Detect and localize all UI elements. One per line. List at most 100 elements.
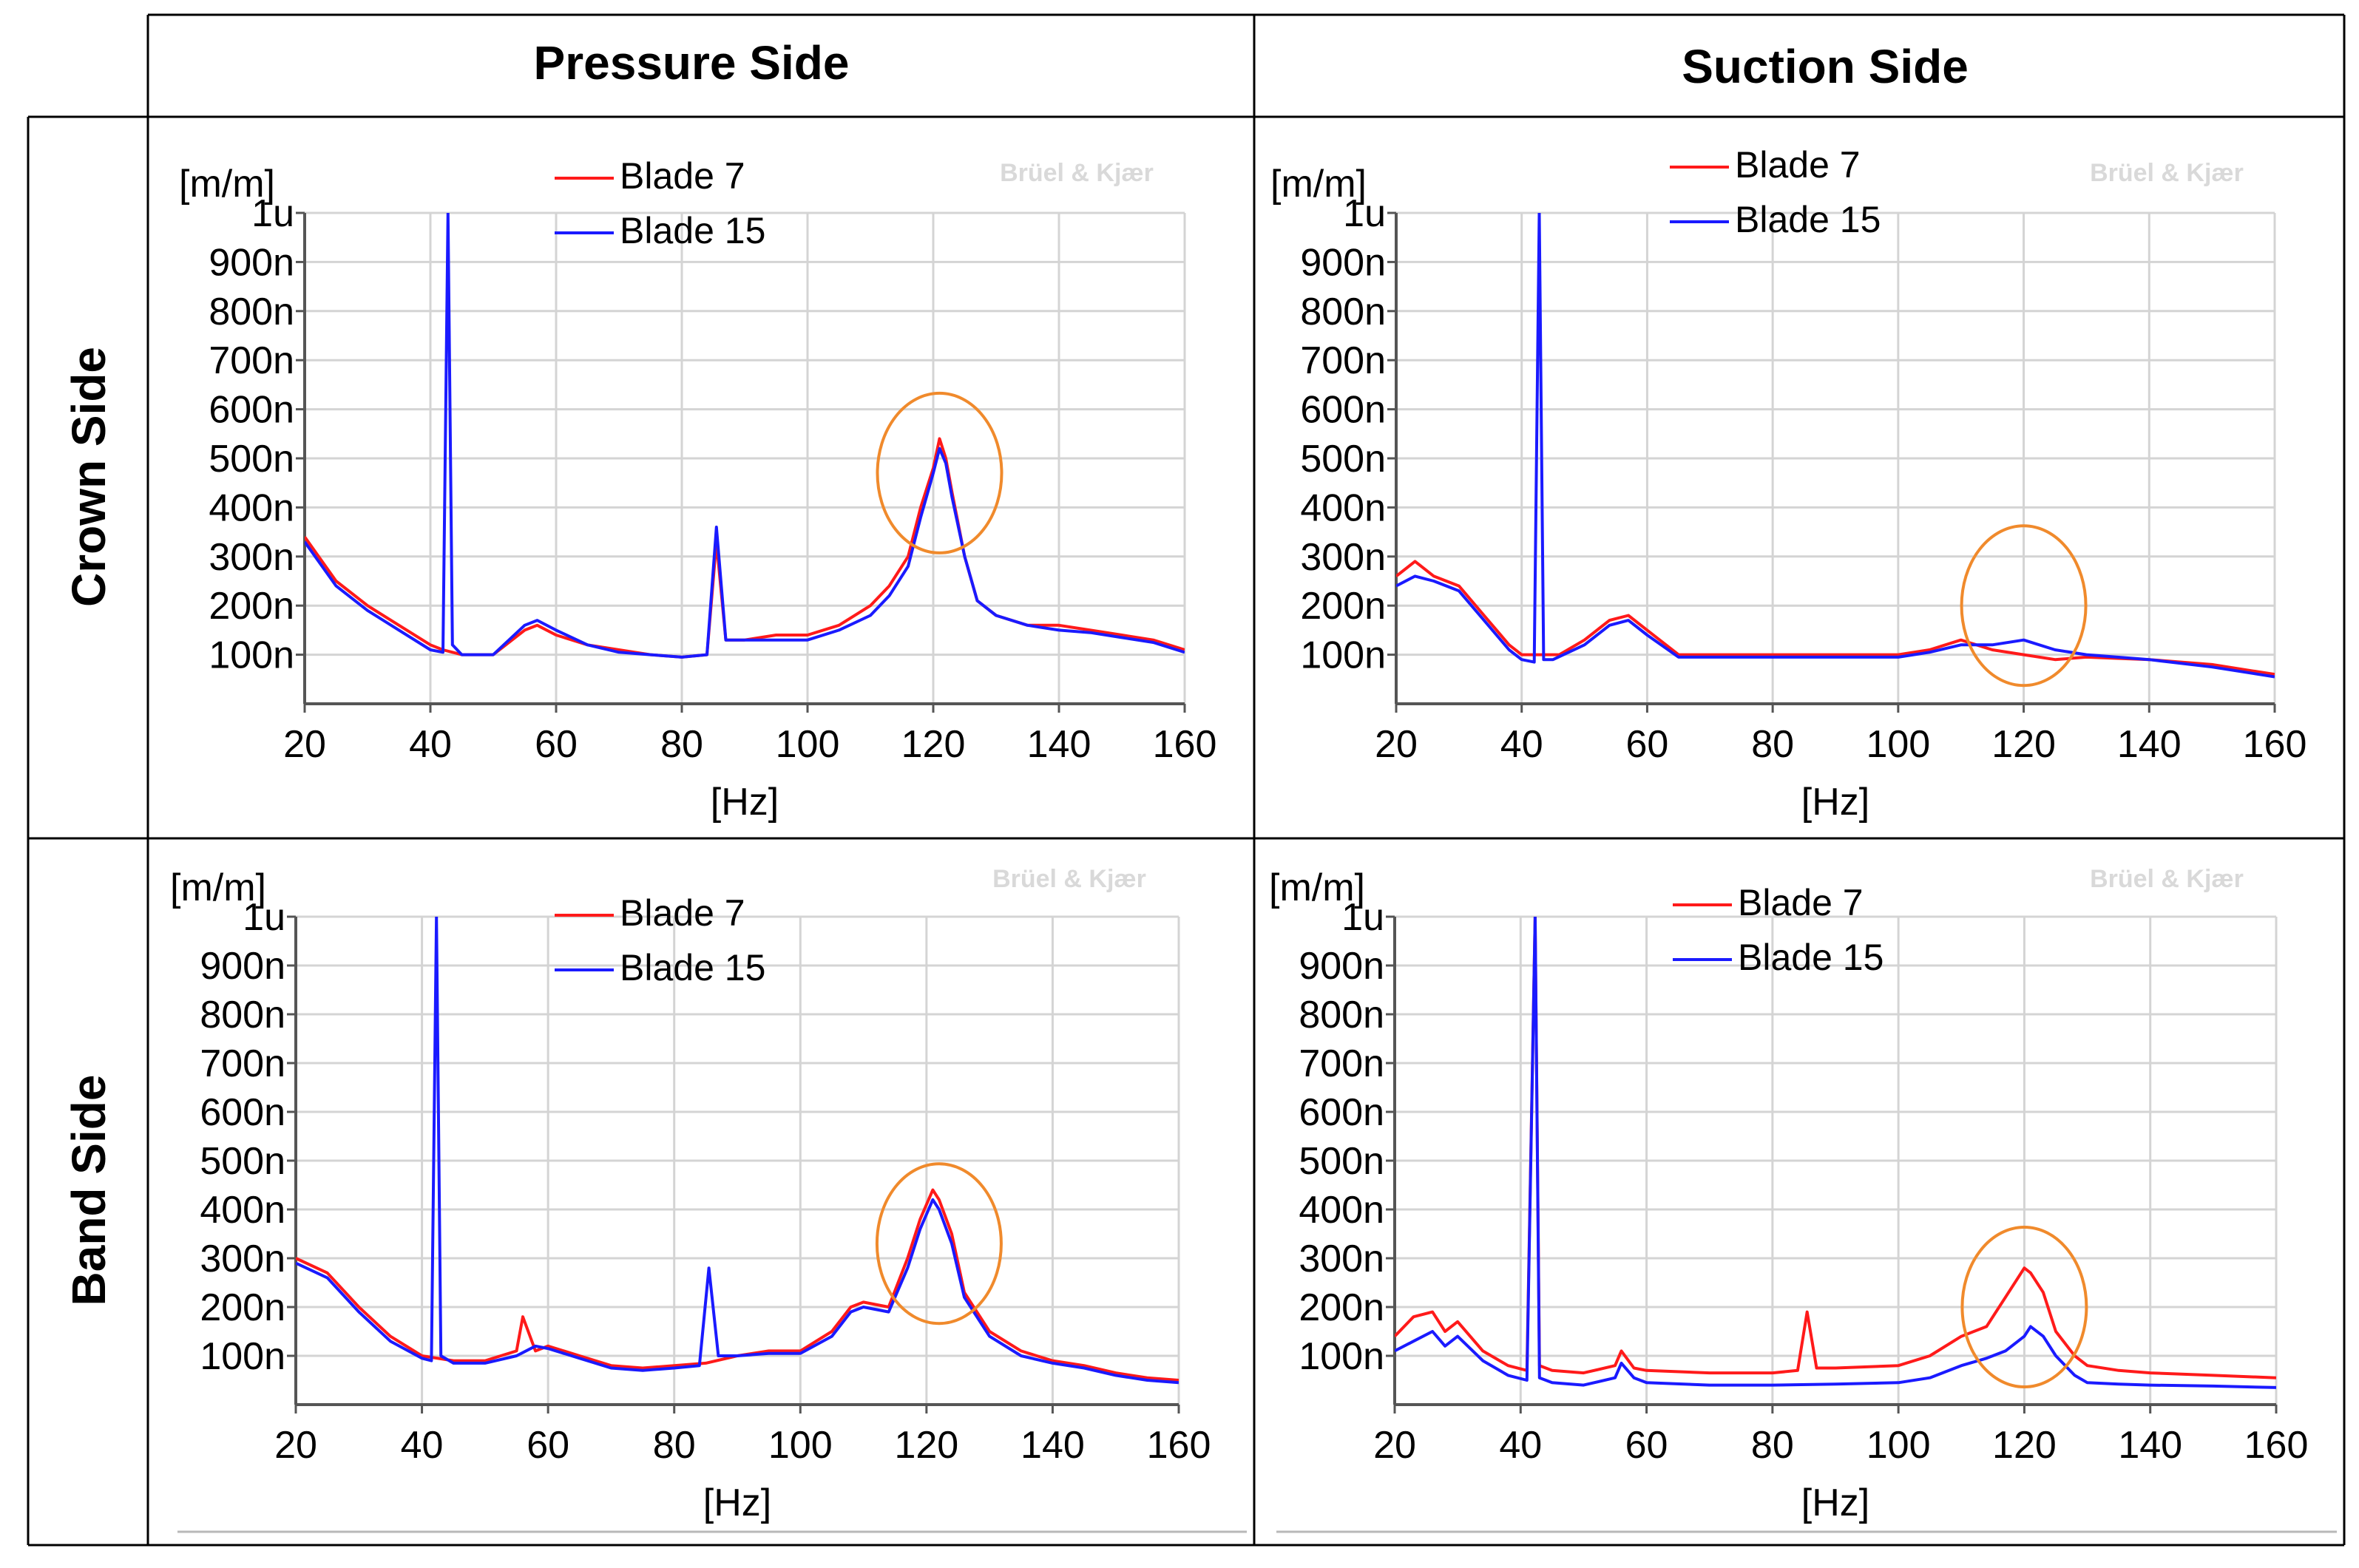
x-tick-label: 100 <box>768 1424 833 1467</box>
y-tick-label: 200n <box>200 1286 285 1329</box>
x-tick-label: 160 <box>2244 1424 2309 1467</box>
x-tick-label: 120 <box>1991 723 2056 766</box>
x-tick-label: 20 <box>1375 723 1418 766</box>
y-axis-label: [m/m] <box>179 163 275 206</box>
series-line-blade-15 <box>1395 917 2276 1389</box>
x-axis-label: [Hz] <box>711 781 779 824</box>
x-tick-label: 80 <box>660 723 703 766</box>
y-tick-label: 400n <box>1299 1189 1384 1232</box>
y-tick-label: 500n <box>1299 1140 1384 1183</box>
watermark-brand: Brüel & Kjær <box>2090 159 2244 187</box>
y-tick-label: 200n <box>209 585 294 628</box>
legend-label: Blade 7 <box>620 155 745 197</box>
y-tick-label: 600n <box>1300 389 1386 432</box>
x-tick-label: 80 <box>1751 1424 1794 1467</box>
chart-band-pressure: Brüel & Kjær 20 40 60 80 100 120 140 160 100n 200n… <box>170 865 1211 1524</box>
x-tick-label: 120 <box>894 1424 958 1467</box>
watermark-brand: Brüel & Kjær <box>1000 159 1154 187</box>
legend-label: Blade 15 <box>1738 937 1884 978</box>
y-tick-label: 900n <box>200 945 285 988</box>
y-tick-label: 700n <box>1299 1042 1384 1085</box>
x-tick-label: 20 <box>1373 1424 1416 1467</box>
legend-label: Blade 7 <box>1738 882 1864 923</box>
y-tick-label: 600n <box>200 1091 285 1134</box>
y-tick-label: 200n <box>1300 585 1386 628</box>
y-axis-label: [m/m] <box>1269 866 1365 909</box>
y-tick-label: 900n <box>1299 945 1384 988</box>
y-tick-label: 300n <box>200 1238 285 1280</box>
table-grid <box>27 13 2346 1547</box>
series-line-blade-15 <box>296 917 1179 1385</box>
x-tick-label: 80 <box>1751 723 1794 766</box>
y-tick-label: 600n <box>209 389 294 432</box>
y-tick-label: 300n <box>1300 536 1386 579</box>
x-tick-label: 160 <box>2243 723 2307 766</box>
y-tick-label: 100n <box>1300 634 1386 677</box>
row-header-band-side: Band Side <box>62 1075 115 1306</box>
series-line-blade-7 <box>1396 560 2275 676</box>
x-tick-label: 140 <box>2117 723 2182 766</box>
y-tick-label: 1u <box>243 896 285 939</box>
y-tick-label: 800n <box>1300 291 1386 333</box>
series-line-blade-7 <box>296 1188 1179 1382</box>
x-tick-label: 100 <box>776 723 840 766</box>
x-tick-label: 100 <box>1866 1424 1931 1467</box>
y-tick-label: 700n <box>209 339 294 382</box>
legend-label: Blade 7 <box>620 892 745 934</box>
x-tick-label: 160 <box>1153 723 1217 766</box>
chart-crown-pressure: Brüel & Kjær 20 40 60 80 100 120 140 160 100n 200n… <box>179 155 1216 824</box>
row-header-crown-side: Crown Side <box>62 347 115 607</box>
legend-label: Blade 7 <box>1735 144 1861 186</box>
y-tick-label: 500n <box>1300 438 1386 481</box>
series-line-blade-7 <box>1395 917 2276 1379</box>
y-tick-label: 1u <box>1341 896 1384 939</box>
x-tick-label: 40 <box>401 1424 444 1467</box>
y-tick-label: 800n <box>200 994 285 1036</box>
y-tick-label: 800n <box>209 291 294 333</box>
legend-label: Blade 15 <box>620 947 765 988</box>
highlight-ellipse <box>876 391 1003 554</box>
y-tick-label: 200n <box>1299 1286 1384 1329</box>
y-tick-label: 400n <box>1300 486 1386 529</box>
legend-label: Blade 15 <box>1735 199 1881 240</box>
series-line-blade-15 <box>305 213 1185 659</box>
y-axis-label: [m/m] <box>1270 163 1367 206</box>
series-line-blade-7 <box>305 437 1185 659</box>
y-tick-label: 400n <box>209 486 294 529</box>
chart-band-suction: Brüel & Kjær 20 40 60 80 100 120 140 160 100n 200n… <box>1269 865 2308 1524</box>
x-axis-label: [Hz] <box>703 1482 771 1524</box>
x-tick-label: 20 <box>283 723 326 766</box>
x-tick-label: 60 <box>527 1424 569 1467</box>
x-tick-label: 20 <box>274 1424 317 1467</box>
y-tick-label: 900n <box>1300 241 1386 284</box>
watermark-brand: Brüel & Kjær <box>2090 865 2244 893</box>
x-tick-label: 40 <box>1500 723 1543 766</box>
y-tick-label: 600n <box>1299 1091 1384 1134</box>
y-axis-label: [m/m] <box>170 866 266 909</box>
y-tick-label: 700n <box>1300 339 1386 382</box>
y-tick-label: 500n <box>209 438 294 481</box>
y-tick-label: 100n <box>200 1335 285 1378</box>
x-tick-label: 140 <box>1027 723 1091 766</box>
y-tick-label: 500n <box>200 1140 285 1183</box>
y-tick-label: 400n <box>200 1189 285 1232</box>
column-header-pressure-side: Pressure Side <box>534 36 850 89</box>
x-tick-label: 40 <box>1499 1424 1542 1467</box>
x-tick-label: 140 <box>2118 1424 2182 1467</box>
x-tick-label: 60 <box>535 723 578 766</box>
y-tick-label: 800n <box>1299 994 1384 1036</box>
x-tick-label: 160 <box>1147 1424 1211 1467</box>
y-tick-label: 700n <box>200 1042 285 1085</box>
watermark-brand: Brüel & Kjær <box>992 865 1146 893</box>
x-tick-label: 100 <box>1866 723 1930 766</box>
chart-crown-suction: Brüel & Kjær 20 40 60 80 100 120 140 160 100n 200n… <box>1270 144 2306 824</box>
highlight-ellipse <box>875 1162 1003 1326</box>
x-axis-label: [Hz] <box>1801 781 1869 824</box>
highlight-ellipse <box>1960 524 2088 688</box>
y-tick-label: 1u <box>251 192 294 235</box>
x-tick-label: 120 <box>1992 1424 2057 1467</box>
highlight-ellipse <box>1960 1226 2088 1388</box>
x-tick-label: 120 <box>901 723 966 766</box>
x-axis-label: [Hz] <box>1801 1482 1869 1524</box>
